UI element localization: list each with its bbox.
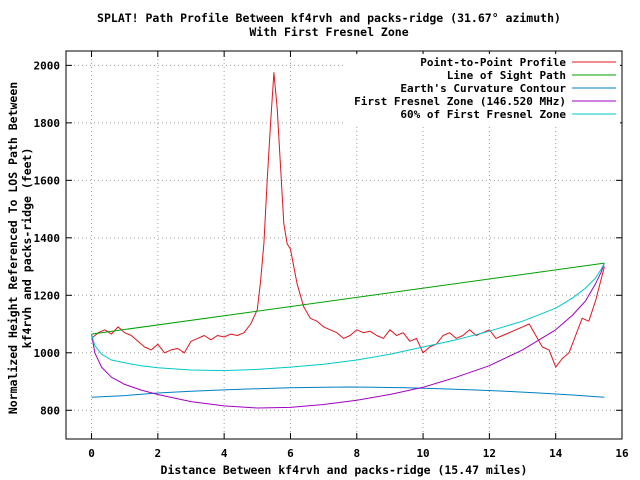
series-60-of-first-fresnel-zone xyxy=(91,262,605,372)
y-tick-label: 1000 xyxy=(34,347,61,360)
chart-title-line1: SPLAT! Path Profile Between kf4rvh and p… xyxy=(97,11,561,25)
y-tick-label: 1800 xyxy=(34,117,61,130)
legend-background xyxy=(345,54,620,124)
series-group xyxy=(91,72,605,409)
series-first-fresnel-zone-146-520-mhz xyxy=(91,262,605,409)
legend-label: Point-to-Point Profile xyxy=(420,56,566,69)
series-point-to-point-profile xyxy=(91,72,605,368)
y-tick-label: 1400 xyxy=(34,232,61,245)
x-tick-label: 4 xyxy=(221,447,228,460)
y-axis-label-line1: Normalized Height Referenced To LOS Path… xyxy=(6,82,20,414)
y-tick-label: 1200 xyxy=(34,289,61,302)
plot-frame xyxy=(65,50,623,440)
series-line-of-sight-path xyxy=(91,262,605,335)
x-tick-label: 14 xyxy=(549,447,563,460)
x-tick-label: 10 xyxy=(416,447,429,460)
x-tick-label: 12 xyxy=(483,447,496,460)
legend-label: Earth's Curvature Contour xyxy=(400,82,566,95)
y-tick-label: 2000 xyxy=(34,59,61,72)
y-tick-label: 800 xyxy=(40,404,60,417)
x-tick-label: 2 xyxy=(155,447,162,460)
axis-ticks: 0 2 4 6 8 10 12 14 16 800 1000 1200 1400 1600 1800 2000 xyxy=(34,51,629,460)
y-axis-label-line2: kf4rvh and packs-ridge (feet) xyxy=(20,148,34,349)
x-tick-label: 8 xyxy=(353,447,360,460)
legend-label: Line of Sight Path xyxy=(447,69,566,82)
legend-label: First Fresnel Zone (146.520 MHz) xyxy=(354,95,566,108)
legend-label: 60% of First Fresnel Zone xyxy=(400,108,566,121)
chart-title-line2: With First Fresnel Zone xyxy=(249,25,408,39)
x-tick-label: 16 xyxy=(615,447,629,460)
series-earth-s-curvature-contour xyxy=(91,386,605,398)
x-tick-label: 6 xyxy=(287,447,294,460)
x-tick-label: 0 xyxy=(88,447,95,460)
y-tick-label: 1600 xyxy=(34,174,61,187)
x-axis-label: Distance Between kf4rvh and packs-ridge … xyxy=(161,463,528,477)
